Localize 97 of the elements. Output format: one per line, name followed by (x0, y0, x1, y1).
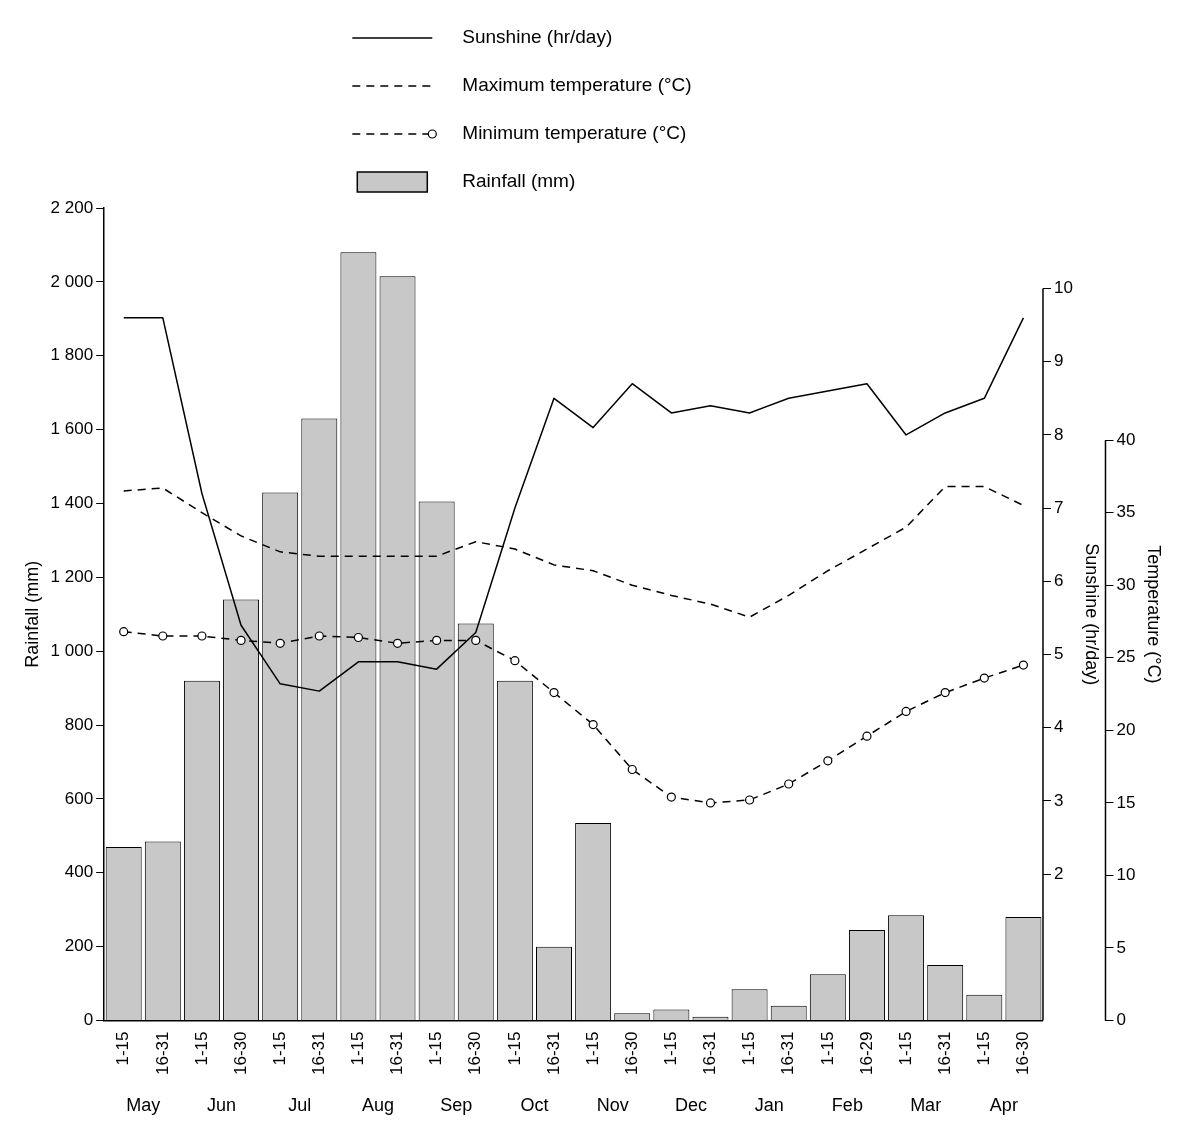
y-tick-label: 600 (64, 788, 94, 808)
y-tick-label: 0 (83, 1010, 94, 1030)
point (158, 631, 168, 641)
x-tick-label: 1-15 (113, 1031, 133, 1066)
point (510, 656, 520, 666)
y2-tick-label: 10 (1053, 278, 1073, 298)
x-tick-label: 16-31 (778, 1031, 798, 1075)
x-tick-label: 16-31 (543, 1031, 563, 1075)
legend-label: Maximum temperature (°C) (462, 74, 692, 96)
point (236, 635, 246, 645)
x-tick-label: 1-15 (269, 1031, 289, 1066)
x-tick-label: 1-15 (817, 1031, 837, 1066)
point (197, 631, 207, 641)
y2-axis-title: Sunshine (hr/day) (1081, 543, 1102, 686)
text: Mar (910, 1094, 942, 1115)
text: Dec (674, 1094, 707, 1115)
point (588, 719, 598, 730)
point (901, 706, 911, 717)
y-tick-label: 2 000 (50, 271, 94, 291)
point (392, 638, 403, 648)
y-axis-title: Rainfall (mm) (21, 560, 42, 668)
y2-tick-label: 4 (1053, 717, 1064, 737)
point (940, 688, 950, 698)
x-tick-label: 1-15 (348, 1031, 368, 1066)
x-tick-label: 16-31 (700, 1031, 720, 1075)
x-tick-label: 1-15 (973, 1031, 993, 1066)
y2-tick-label: 3 (1053, 790, 1064, 810)
y-tick-label: 1 000 (50, 640, 94, 660)
y2-tick-label: 6 (1053, 571, 1064, 591)
legend-label: Minimum temperature (°C) (462, 122, 687, 144)
point (823, 756, 833, 766)
point (627, 764, 637, 775)
text: Apr (989, 1094, 1018, 1115)
y2-tick-label: 2 (1053, 863, 1064, 883)
point (275, 638, 285, 648)
point (1018, 660, 1029, 670)
y-tick-label: 1 800 (50, 345, 94, 365)
y3-tick-label: 20 (1116, 720, 1136, 740)
point (353, 632, 364, 643)
x-tick-label: 1-15 (426, 1031, 446, 1066)
y3-tick-label: 25 (1116, 647, 1136, 667)
point (549, 688, 559, 698)
text: Jul (288, 1094, 312, 1115)
y2-tick-label: 9 (1053, 351, 1064, 371)
x-tick-label: 1-15 (895, 1031, 915, 1066)
y3-tick-label: 10 (1116, 865, 1136, 885)
point (979, 673, 989, 683)
point (744, 795, 755, 805)
x-tick-label: 16-29 (856, 1031, 876, 1075)
x-tick-label: 16-31 (934, 1031, 954, 1075)
text: Oct (520, 1094, 549, 1115)
y2-tick-label: 7 (1053, 497, 1064, 517)
legend-label: Rainfall (mm) (462, 170, 576, 192)
text: Jun (206, 1094, 237, 1115)
y2-tick-label: 8 (1053, 424, 1064, 444)
point (432, 635, 442, 645)
y2-tick-label: 5 (1053, 644, 1064, 664)
x-tick-label: 16-30 (621, 1031, 641, 1075)
x-tick-label: 1-15 (191, 1031, 211, 1066)
x-tick-label: 16-31 (152, 1031, 172, 1075)
y3-tick-label: 40 (1116, 429, 1136, 449)
x-tick-label: 1-15 (739, 1031, 759, 1066)
text: Jan (754, 1094, 784, 1115)
point (471, 635, 481, 645)
x-tick-label: 16-30 (465, 1031, 485, 1075)
x-tick-label: 16-30 (1013, 1031, 1033, 1075)
y-tick-label: 1 200 (50, 567, 94, 587)
y3-tick-label: 30 (1116, 574, 1136, 594)
y-tick-label: 200 (64, 936, 94, 956)
point (705, 798, 716, 808)
x-tick-label: 1-15 (582, 1031, 602, 1066)
y-tick-label: 2 200 (50, 197, 94, 217)
y-tick-label: 1 600 (50, 419, 94, 439)
point (314, 631, 324, 641)
x-tick-label: 1-15 (661, 1031, 681, 1066)
y3-tick-label: 5 (1116, 937, 1126, 957)
x-tick-label: 16-31 (308, 1031, 328, 1075)
x-tick-label: 16-30 (230, 1031, 250, 1075)
y3-axis-title: Temperature (°C) (1144, 545, 1165, 684)
text: Aug (361, 1094, 394, 1115)
point (119, 627, 129, 637)
text: Feb (831, 1094, 863, 1115)
text: Sep (440, 1094, 473, 1115)
point (784, 779, 794, 789)
x-tick-label: 1-15 (504, 1031, 524, 1066)
point (666, 792, 676, 802)
y-tick-label: 400 (64, 862, 94, 882)
y3-tick-label: 35 (1116, 502, 1136, 522)
y3-tick-label: 0 (1116, 1010, 1126, 1030)
y-tick-label: 800 (64, 714, 94, 734)
y-tick-label: 1 400 (50, 493, 94, 513)
point (862, 731, 872, 741)
y3-tick-label: 15 (1116, 792, 1136, 812)
x-tick-label: 16-31 (387, 1031, 407, 1075)
text: Nov (596, 1094, 629, 1115)
legend-label: Sunshine (hr/day) (462, 26, 613, 48)
text: May (126, 1094, 161, 1115)
